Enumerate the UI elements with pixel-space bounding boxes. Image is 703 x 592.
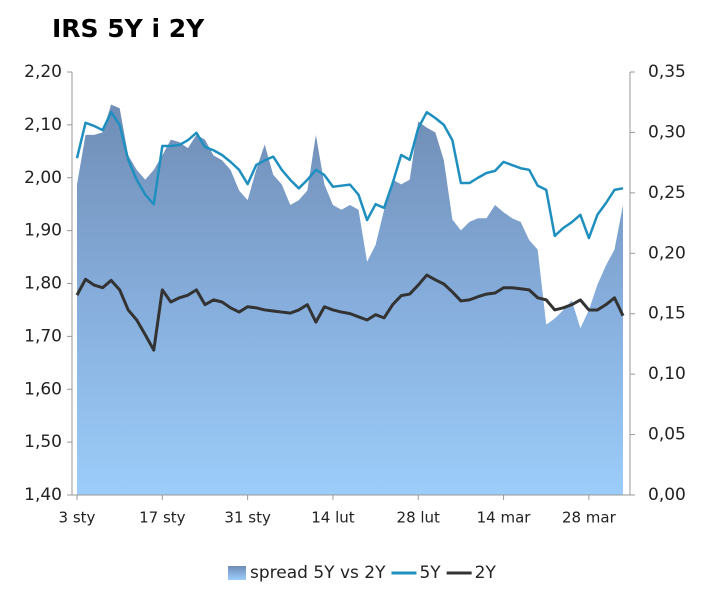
legend-label: spread 5Y vs 2Y — [250, 563, 386, 583]
x-tick-label: 3 sty — [59, 509, 96, 527]
y2-tick-label: 0,20 — [648, 243, 686, 263]
y-tick-label: 2,10 — [24, 115, 62, 135]
x-tick-label: 14 lut — [311, 509, 355, 527]
y-tick-label: 1,40 — [24, 485, 62, 505]
y-tick-label: 1,80 — [24, 274, 62, 294]
legend-swatch — [228, 566, 246, 580]
y2-tick-label: 0,00 — [648, 485, 686, 505]
y-tick-label: 1,90 — [24, 221, 62, 241]
y2-tick-label: 0,05 — [648, 425, 686, 445]
line — [75, 273, 625, 352]
x-tick-label: 17 sty — [139, 509, 186, 527]
legend-label: 2Y — [475, 563, 497, 583]
y-tick-label: 1,70 — [24, 326, 62, 346]
y-tick-label: 2,20 — [24, 62, 62, 82]
y2-tick-label: 0,35 — [648, 62, 686, 82]
chart-title: IRS 5Y i 2Y — [52, 14, 205, 43]
x-tick-label: 28 mar — [562, 509, 617, 527]
y-tick-label: 1,60 — [24, 379, 62, 399]
y-tick-label: 1,50 — [24, 432, 62, 452]
x-tick-label: 14 mar — [477, 509, 532, 527]
legend-label: 5Y — [419, 563, 441, 583]
x-tick-label: 28 lut — [397, 509, 441, 527]
y2-tick-label: 0,30 — [648, 122, 686, 142]
area — [77, 104, 623, 495]
y2-tick-label: 0,15 — [648, 304, 686, 324]
y-tick-label: 2,00 — [24, 168, 62, 188]
x-tick-label: 31 sty — [224, 509, 271, 527]
y2-tick-label: 0,25 — [648, 183, 686, 203]
y2-tick-label: 0,10 — [648, 364, 686, 384]
line — [75, 110, 624, 240]
